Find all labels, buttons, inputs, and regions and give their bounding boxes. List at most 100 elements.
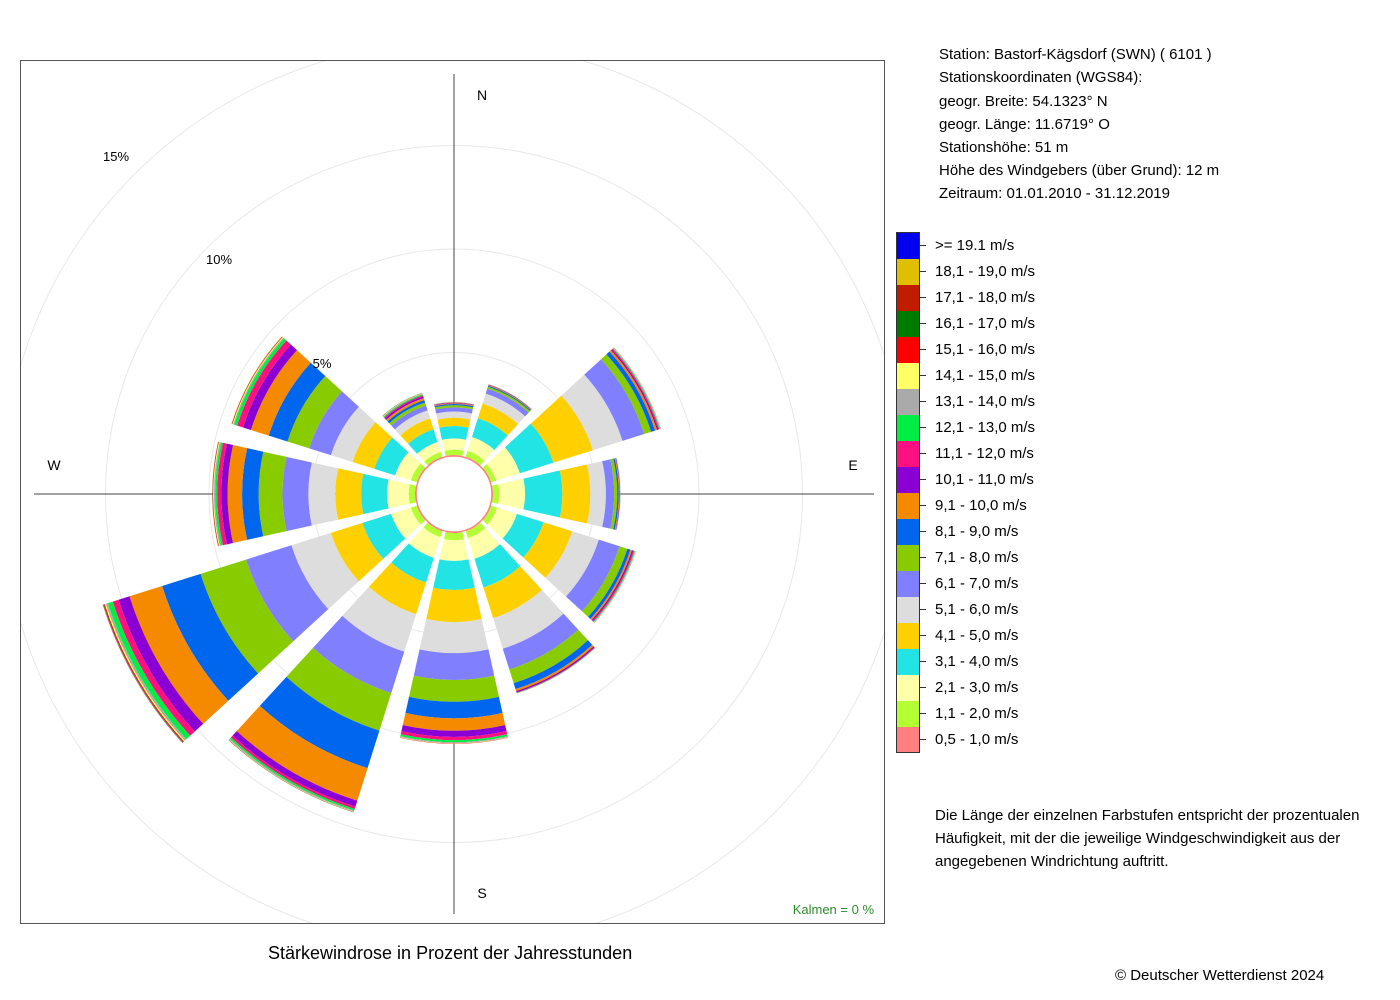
wind-segment xyxy=(439,539,469,561)
legend-item: 9,1 - 10,0 m/s xyxy=(896,493,1196,519)
wind-segment xyxy=(502,513,544,558)
legend-item: 16,1 - 17,0 m/s xyxy=(896,311,1196,337)
wind-segment xyxy=(217,442,227,546)
wind-segment xyxy=(308,462,339,526)
wind-segment xyxy=(213,441,220,547)
wind-segment xyxy=(259,676,380,769)
wind-segment xyxy=(200,559,294,674)
wind-segment xyxy=(509,629,589,684)
copyright: © Deutscher Wetterdienst 2024 xyxy=(1115,967,1325,984)
wind-segment xyxy=(212,441,219,547)
wind-segment xyxy=(212,441,219,547)
legend-label: 8,1 - 9,0 m/s xyxy=(935,523,1019,540)
wind-segment xyxy=(221,443,233,545)
legend-label: 7,1 - 8,0 m/s xyxy=(935,549,1019,566)
wind-segment xyxy=(487,386,531,413)
legend-swatch xyxy=(896,389,920,415)
wind-segment xyxy=(408,429,438,454)
wind-segment xyxy=(237,340,291,428)
legend-tick xyxy=(920,245,926,246)
wind-segment xyxy=(258,451,287,537)
wind-segment xyxy=(436,411,472,420)
wind-segment xyxy=(129,586,229,724)
legend-label: 9,1 - 10,0 m/s xyxy=(935,497,1027,514)
wind-segment xyxy=(482,393,526,425)
wind-segment xyxy=(250,350,311,436)
legend-item: 12,1 - 13,0 m/s xyxy=(896,415,1196,441)
wind-segment xyxy=(581,546,628,617)
legend-item: 13,1 - 14,0 m/s xyxy=(896,389,1196,415)
legend-swatch xyxy=(896,623,920,649)
wind-segment xyxy=(465,450,485,466)
legend-tick xyxy=(920,661,926,662)
legend-item: 3,1 - 4,0 m/s xyxy=(896,649,1196,675)
wind-segment xyxy=(234,338,287,426)
wind-segment xyxy=(389,402,427,426)
wind-segment xyxy=(395,452,421,481)
wind-segment xyxy=(434,401,474,405)
wind-segment xyxy=(616,457,621,531)
longitude: geogr. Länge: 11.6719° O xyxy=(939,116,1110,133)
wind-segment xyxy=(227,445,248,543)
wind-segment xyxy=(588,548,631,619)
legend-swatch xyxy=(896,597,920,623)
legend-tick xyxy=(920,479,926,480)
wind-segment xyxy=(413,649,495,681)
wind-segment xyxy=(400,734,508,743)
legend-item: 15,1 - 16,0 m/s xyxy=(896,337,1196,363)
wind-segment xyxy=(384,396,424,420)
legend-item: 5,1 - 6,0 m/s xyxy=(896,597,1196,623)
wind-segment xyxy=(394,410,431,436)
calm-circle xyxy=(415,455,493,533)
wind-segment xyxy=(443,532,465,541)
wind-segment xyxy=(409,675,499,702)
wind-segment xyxy=(391,405,428,430)
legend-label: 18,1 - 19,0 m/s xyxy=(935,263,1036,280)
legend-label: 17,1 - 18,0 m/s xyxy=(935,289,1036,306)
coords-heading: Stationskoordinaten (WGS84): xyxy=(939,69,1143,86)
wind-segment xyxy=(424,451,443,466)
wind-segment xyxy=(606,351,656,432)
wind-segment xyxy=(434,402,474,406)
wind-segment xyxy=(587,461,606,527)
legend-label: 15,1 - 16,0 m/s xyxy=(935,341,1036,358)
compass-label-north: N xyxy=(477,87,487,103)
wind-segment xyxy=(268,362,326,442)
wind-segment xyxy=(610,458,618,530)
wind-segment xyxy=(330,406,376,463)
wind-segment xyxy=(502,613,579,670)
wind-segment xyxy=(434,403,474,407)
legend-label: 5,1 - 6,0 m/s xyxy=(935,601,1019,618)
legend-label: 16,1 - 17,0 m/s xyxy=(935,315,1036,332)
legend-tick xyxy=(920,635,926,636)
wind-segment xyxy=(482,464,497,483)
wind-segment xyxy=(352,422,393,469)
chart-title: Stärkewindrose in Prozent der Jahresstun… xyxy=(268,943,633,963)
legend-item: >= 19.1 m/s xyxy=(896,233,1196,259)
legend-swatch xyxy=(896,337,920,363)
wind-segment xyxy=(434,401,474,405)
legend-label: 0,5 - 1,0 m/s xyxy=(935,731,1019,748)
wind-segment xyxy=(309,391,359,456)
wind-segment xyxy=(426,587,482,623)
wind-segment xyxy=(471,418,508,450)
wind-segment xyxy=(282,456,312,532)
legend-item: 8,1 - 9,0 m/s xyxy=(896,519,1196,545)
wind-segment xyxy=(444,449,464,456)
wind-segment xyxy=(483,566,542,619)
wind-segment xyxy=(474,544,521,588)
legend-tick xyxy=(920,557,926,558)
wind-segment xyxy=(486,447,520,481)
wind-segment xyxy=(287,376,343,449)
legend-tick xyxy=(920,583,926,584)
wind-segment xyxy=(492,484,500,504)
wind-segment xyxy=(465,522,486,539)
wind-segment xyxy=(232,731,358,807)
wind-segment xyxy=(242,448,264,540)
ring-label: 10% xyxy=(206,252,232,267)
wind-segment xyxy=(467,437,495,461)
legend-swatch xyxy=(896,493,920,519)
legend-swatch xyxy=(896,363,920,389)
legend-tick xyxy=(920,271,926,272)
legend-label: 3,1 - 4,0 m/s xyxy=(935,653,1019,670)
